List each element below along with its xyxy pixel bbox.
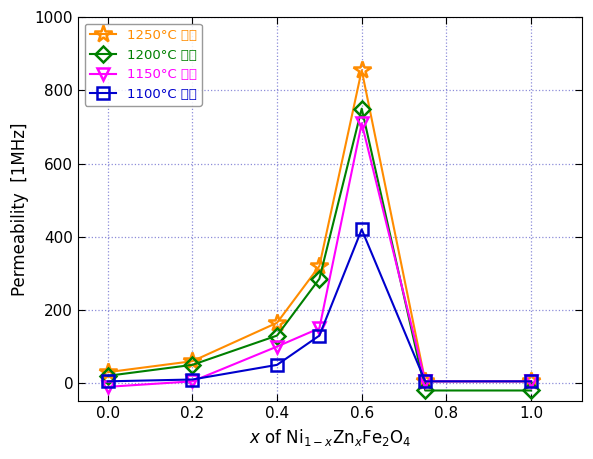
1200°C 소결 xyxy=(358,106,365,112)
1250°C 소결 xyxy=(316,263,323,269)
1250°C 소결 xyxy=(528,379,535,384)
Line: 1100°C 소결: 1100°C 소결 xyxy=(102,224,537,387)
1250°C 소결 xyxy=(189,358,196,364)
Line: 1250°C 소결: 1250°C 소결 xyxy=(98,61,540,390)
1250°C 소결 xyxy=(358,67,365,73)
1150°C 소결 xyxy=(189,379,196,384)
1150°C 소결 xyxy=(358,121,365,126)
1150°C 소결 xyxy=(528,379,535,384)
1100°C 소결 xyxy=(528,379,535,384)
1100°C 소결 xyxy=(316,333,323,338)
1200°C 소결 xyxy=(273,333,280,338)
1250°C 소결 xyxy=(273,320,280,325)
1100°C 소결 xyxy=(422,379,429,384)
1100°C 소결 xyxy=(189,377,196,382)
1150°C 소결 xyxy=(316,325,323,331)
1200°C 소결 xyxy=(316,276,323,282)
1150°C 소결 xyxy=(422,379,429,384)
1200°C 소결 xyxy=(528,388,535,393)
1150°C 소결 xyxy=(273,344,280,349)
1100°C 소결 xyxy=(358,227,365,232)
Line: 1150°C 소결: 1150°C 소결 xyxy=(101,117,537,393)
1150°C 소결 xyxy=(104,384,111,390)
1200°C 소결 xyxy=(189,362,196,368)
1100°C 소결 xyxy=(104,379,111,384)
Y-axis label: Permeability  [1MHz]: Permeability [1MHz] xyxy=(11,123,29,296)
1250°C 소결 xyxy=(422,379,429,384)
1200°C 소결 xyxy=(104,373,111,379)
Line: 1200°C 소결: 1200°C 소결 xyxy=(102,103,537,396)
1100°C 소결 xyxy=(273,362,280,368)
1250°C 소결 xyxy=(104,369,111,375)
X-axis label: $x$ of Ni$_{1-x}$Zn$_{x}$Fe$_2$O$_4$: $x$ of Ni$_{1-x}$Zn$_{x}$Fe$_2$O$_4$ xyxy=(248,427,411,448)
1200°C 소결 xyxy=(422,388,429,393)
Legend: 1250°C 소결, 1200°C 소결, 1150°C 소결, 1100°C 소결: 1250°C 소결, 1200°C 소결, 1150°C 소결, 1100°C … xyxy=(85,24,202,106)
